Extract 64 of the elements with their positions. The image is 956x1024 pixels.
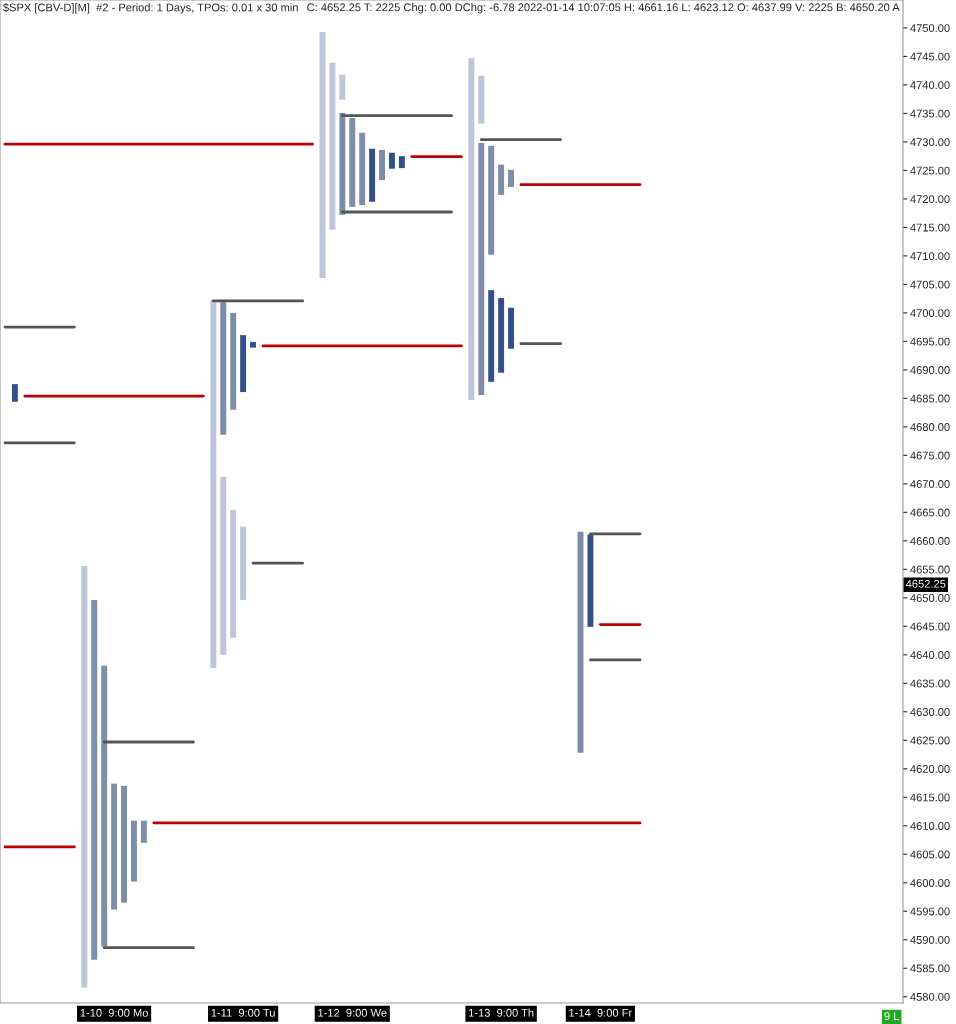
y-tick-label: 4730.00 xyxy=(910,138,950,147)
y-tick-label: 4660.00 xyxy=(910,537,950,545)
y-tick-label: 4595.00 xyxy=(910,907,950,916)
bar xyxy=(508,169,515,187)
y-tick-label: 4725.00 xyxy=(910,166,950,175)
y-tick-label: 4740.00 xyxy=(910,81,950,90)
bar xyxy=(349,117,356,207)
y-tick-label: 4605.00 xyxy=(910,850,950,859)
x-tick-label: 1-12 9:00 We xyxy=(318,1008,387,1017)
y-tick-label: 4735.00 xyxy=(910,109,950,118)
bar xyxy=(498,164,505,195)
y-tick-label: 4665.00 xyxy=(910,508,950,517)
bar xyxy=(91,600,98,960)
x-tick-label: 1-10 9:00 Mo xyxy=(80,1008,148,1017)
x-tick-label: 1-13 9:00 Th xyxy=(469,1008,534,1017)
y-tick-label: 4690.00 xyxy=(910,366,950,374)
y-tick-label: 4670.00 xyxy=(910,480,950,488)
bar xyxy=(121,785,128,903)
y-tick-label: 4580.00 xyxy=(910,993,950,1001)
bar xyxy=(111,783,118,910)
y-tick-label: 4645.00 xyxy=(910,622,950,631)
y-tick-label: 4640.00 xyxy=(910,651,950,659)
bar xyxy=(359,132,366,206)
text: 4652.25 xyxy=(905,579,946,588)
y-tick-label: 4625.00 xyxy=(910,736,950,745)
y-tick-label: 4615.00 xyxy=(910,793,950,802)
bar xyxy=(230,510,237,638)
bar xyxy=(101,665,108,947)
x-tick-label: 1-14 9:00 Fr xyxy=(569,1008,632,1017)
y-tick-label: 4600.00 xyxy=(910,879,950,887)
bar xyxy=(379,149,386,181)
chart-title: $SPX [CBV-D][M] #2 - Period: 1 Days, TPOs: 0.01 x 30 min xyxy=(2,3,298,14)
y-tick-label: 4610.00 xyxy=(910,822,950,830)
y-tick-label: 4720.00 xyxy=(910,195,950,204)
bar xyxy=(498,298,505,373)
y-tick-label: 4705.00 xyxy=(910,280,950,289)
chart-subtitle: C: 4652.25 T: 2225 Chg: 0.00 DChg: -6.78 2022-01-14 10:07:05 H: 4661.16 L: 4623.12 O: 4637.99 V: 2225 B: 4650.20 A xyxy=(307,3,900,14)
y-tick-label: 4590.00 xyxy=(910,936,950,944)
y-tick-label: 4685.00 xyxy=(910,394,950,403)
y-tick-label: 4680.00 xyxy=(910,423,950,431)
bar xyxy=(220,476,227,655)
y-tick-label: 4750.00 xyxy=(910,24,950,33)
bar xyxy=(140,820,147,843)
bar xyxy=(488,145,495,255)
y-tick-label: 4655.00 xyxy=(910,565,950,574)
bar xyxy=(220,302,227,435)
y-tick-label: 4675.00 xyxy=(910,451,950,460)
y-tick-label: 4745.00 xyxy=(910,52,950,61)
y-tick-label: 4695.00 xyxy=(910,337,950,346)
x-tick-label: 1-11 9:00 Tu xyxy=(211,1008,275,1017)
y-tick-label: 4710.00 xyxy=(910,252,950,261)
y-tick-label: 4715.00 xyxy=(910,223,950,232)
y-tick-label: 4635.00 xyxy=(910,679,950,688)
y-tick-label: 4630.00 xyxy=(910,708,950,716)
y-tick-label: 4585.00 xyxy=(910,964,950,973)
bar xyxy=(230,312,237,410)
bar xyxy=(240,526,247,601)
y-tick-label: 4620.00 xyxy=(910,765,950,773)
y-tick-label: 4650.00 xyxy=(910,594,950,602)
y-tick-label: 4700.00 xyxy=(910,309,950,317)
bar xyxy=(488,290,495,382)
bar xyxy=(508,307,515,349)
text: 9 L xyxy=(884,1012,900,1021)
bar xyxy=(130,820,137,882)
